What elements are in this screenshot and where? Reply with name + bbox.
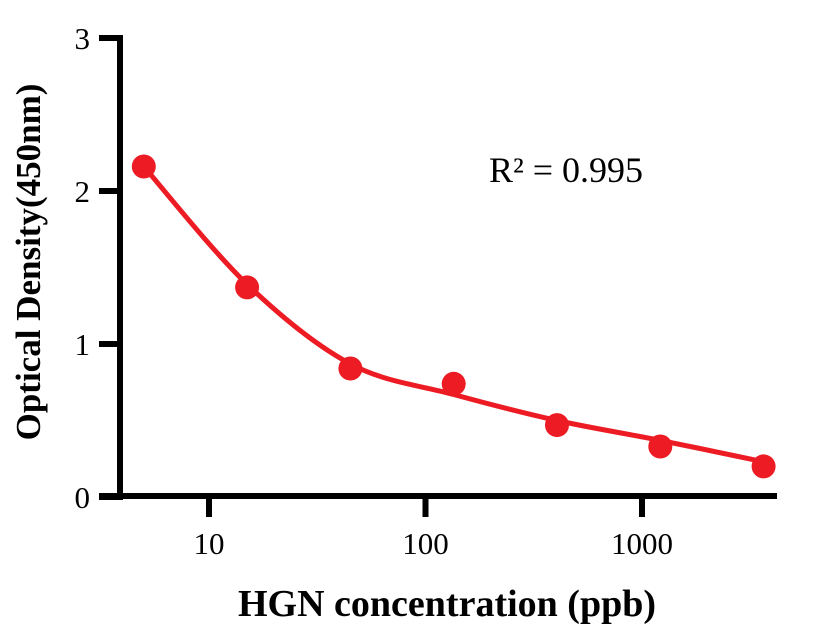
y-tick-label-1: 1 bbox=[75, 327, 91, 362]
data-point bbox=[545, 413, 569, 438]
x-axis-ticks: 10 100 1000 bbox=[194, 496, 673, 561]
data-point bbox=[131, 154, 156, 179]
r-squared-annotation: R² = 0.995 bbox=[489, 150, 643, 190]
data-point bbox=[235, 275, 260, 300]
y-tick-label-0: 0 bbox=[75, 480, 91, 515]
y-tick-label-3: 3 bbox=[75, 21, 91, 56]
data-point bbox=[338, 356, 363, 381]
y-axis-ticks: 0 1 2 3 bbox=[75, 21, 123, 515]
data-point bbox=[648, 434, 673, 459]
x-tick-label-1000: 1000 bbox=[611, 526, 673, 561]
y-tick-label-2: 2 bbox=[75, 174, 91, 209]
x-axis-title: HGN concentration (ppb) bbox=[238, 583, 656, 625]
y-axis-title: Optical Density(450nm) bbox=[9, 84, 48, 441]
x-tick-label-100: 100 bbox=[402, 526, 449, 561]
data-point bbox=[751, 454, 776, 479]
data-point bbox=[441, 371, 466, 396]
x-tick-label-10: 10 bbox=[194, 526, 225, 561]
fit-curve-path bbox=[141, 164, 767, 465]
chart-series bbox=[131, 154, 776, 479]
